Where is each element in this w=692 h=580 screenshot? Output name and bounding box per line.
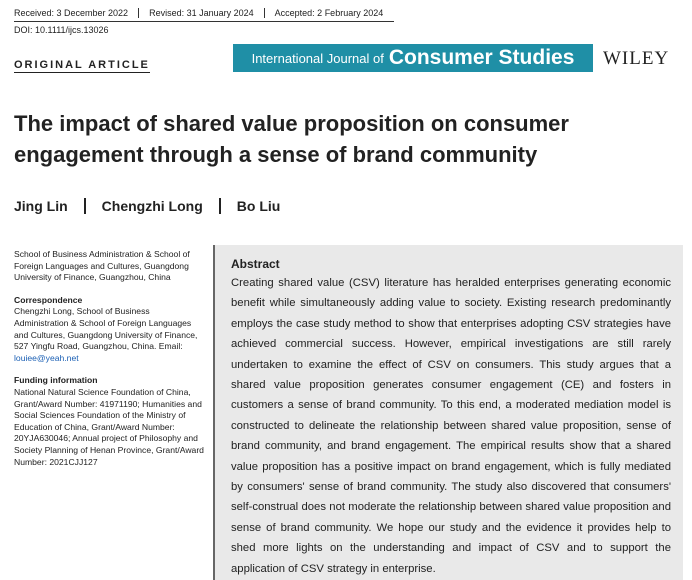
accepted: Accepted: 2 February 2024 xyxy=(263,8,394,18)
side-info: School of Business Administration & Scho… xyxy=(14,249,204,468)
article-type: ORIGINAL ARTICLE xyxy=(14,59,150,73)
author: Bo Liu xyxy=(218,198,297,214)
funding-text: National Natural Science Foundation of C… xyxy=(14,386,204,467)
history-bar: Received: 3 December 2022 Revised: 31 Ja… xyxy=(14,5,394,22)
abstract-text: Creating shared value (CSV) literature h… xyxy=(231,277,671,575)
abstract-heading: Abstract xyxy=(231,257,280,271)
email-label: Email: xyxy=(158,341,183,352)
abstract-box: Abstract Creating shared value (CSV) lit… xyxy=(213,245,683,580)
author: Jing Lin xyxy=(14,198,68,214)
title: The impact of shared value proposition o… xyxy=(14,111,569,167)
authors: Jing Lin Chengzhi Long Bo Liu xyxy=(14,198,296,214)
affiliation: School of Business Administration & Scho… xyxy=(14,249,190,283)
publisher: WILEY xyxy=(603,48,670,69)
correspondence: Chengzhi Long, School of Business Admini… xyxy=(14,306,204,364)
journal-name: Consumer Studies xyxy=(388,46,575,69)
author: Chengzhi Long xyxy=(83,198,219,214)
journal-banner: International Journal of Consumer Studie… xyxy=(233,44,593,72)
journal-prefix: International Journal of xyxy=(251,50,384,66)
correspondence-text: Chengzhi Long, School of Business Admini… xyxy=(14,306,198,352)
doi: DOI: 10.1111/ijcs.13026 xyxy=(14,25,109,35)
correspondence-heading: Correspondence xyxy=(14,294,83,305)
email-link[interactable]: louiee@yeah.net xyxy=(14,352,79,363)
revised: Revised: 31 January 2024 xyxy=(138,8,264,18)
received: Received: 3 December 2022 xyxy=(14,8,129,18)
funding-heading: Funding information xyxy=(14,375,98,386)
